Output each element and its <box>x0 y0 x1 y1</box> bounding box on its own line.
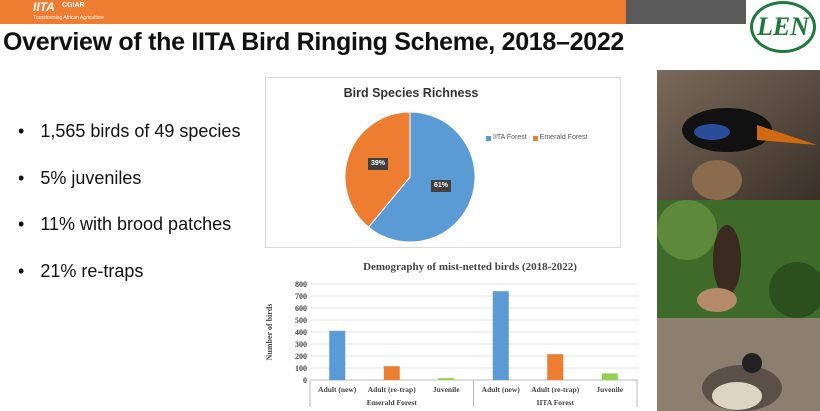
group-label: Emerald Forest <box>367 398 418 407</box>
legend-label: IITA Forest <box>493 134 527 141</box>
bullet-item: • 21% re-traps <box>18 260 143 282</box>
y-tick-label: 100 <box>295 364 307 373</box>
bird-photo <box>657 318 820 411</box>
pie-data-label: 61% <box>431 180 452 192</box>
page-title: Overview of the IITA Bird Ringing Scheme… <box>3 28 625 56</box>
y-axis-label: Number of birds <box>265 304 274 361</box>
legend-swatch <box>486 135 491 141</box>
x-tick-label: Juvenile <box>596 385 623 394</box>
y-tick-label: 600 <box>295 304 307 313</box>
bird-photo <box>657 70 820 200</box>
pie-svg <box>344 111 476 243</box>
bullet-glyph: • <box>18 121 25 141</box>
pie-slice <box>367 111 476 243</box>
bar-title: Demography of mist-netted birds (2018-20… <box>363 261 577 273</box>
pie-chart: Bird Species Richness IITA Forest Emeral… <box>265 77 621 248</box>
bar <box>601 373 618 380</box>
legend: IITA Forest Emerald Forest <box>486 134 588 142</box>
x-tick-label: Adult (new) <box>482 385 521 394</box>
bullet-text: 1,565 birds of 49 species <box>40 121 241 141</box>
bar <box>492 291 509 380</box>
bullet-item: • 1,565 birds of 49 species <box>18 120 240 142</box>
iita-logo: IITA <box>33 0 55 14</box>
x-tick-label: Juvenile <box>433 385 460 394</box>
pie-data-label: 39% <box>368 158 389 170</box>
bar <box>438 378 455 380</box>
y-tick-label: 200 <box>295 352 307 361</box>
y-tick-label: 500 <box>295 316 307 325</box>
bullet-glyph: • <box>18 214 25 234</box>
y-tick-label: 400 <box>295 328 307 337</box>
bird-photo <box>657 200 820 318</box>
bar <box>547 354 564 380</box>
bullet-glyph: • <box>18 168 25 188</box>
pie-title: Bird Species Richness <box>343 86 479 100</box>
x-tick-label: Adult (re-trap) <box>531 385 579 394</box>
bullet-text: 21% re-traps <box>40 261 144 281</box>
group-label: IITA Forest <box>537 398 575 407</box>
bar <box>329 330 346 380</box>
len-logo: LEN <box>750 1 816 53</box>
cgiar-logo: CGIAR <box>62 2 85 9</box>
bar-chart: Number of birds 0 100 200 300 400 500 600 700 80… <box>265 280 638 407</box>
header-gray-bar <box>626 0 746 24</box>
x-tick-label: Adult (re-trap) <box>368 385 416 394</box>
y-tick-label: 800 <box>295 280 307 289</box>
x-tick-label: Adult (new) <box>318 385 357 394</box>
bullet-text: 5% juveniles <box>40 168 142 188</box>
legend-swatch <box>532 135 538 141</box>
bar <box>383 366 400 380</box>
y-tick-label: 700 <box>295 292 307 301</box>
legend-label: Emerald Forest <box>539 134 588 141</box>
bullet-glyph: • <box>18 261 25 281</box>
bullet-text: 11% with brood patches <box>40 214 232 234</box>
iita-tagline: Transforming African Agriculture <box>33 15 104 21</box>
bullet-item: • 11% with brood patches <box>18 213 231 235</box>
header-bar <box>0 0 626 24</box>
y-tick-label: 0 <box>303 376 307 385</box>
bullet-item: • 5% juveniles <box>18 167 141 189</box>
y-tick-label: 300 <box>295 340 307 349</box>
